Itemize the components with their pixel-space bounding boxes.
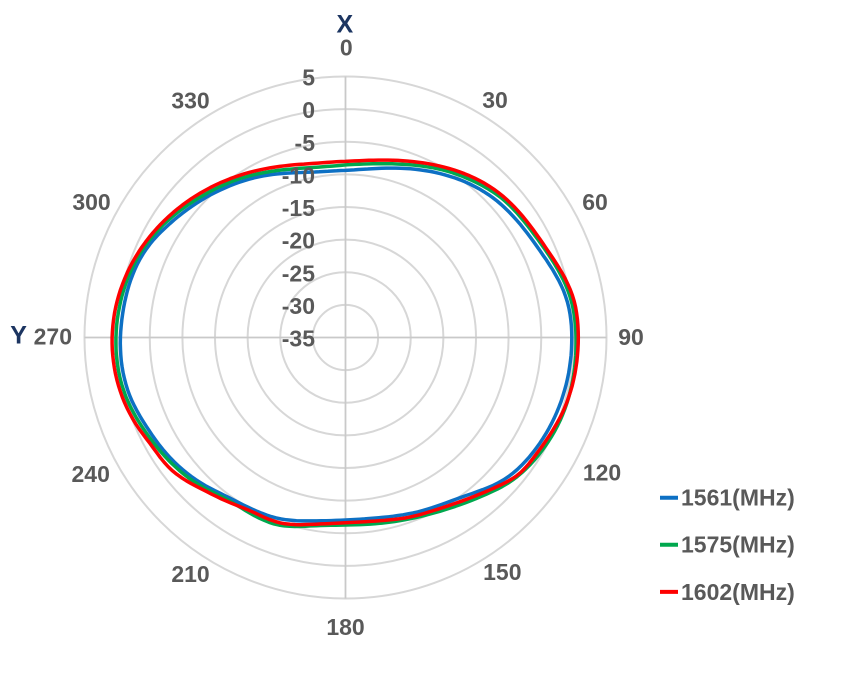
svg-text:X: X bbox=[336, 10, 353, 38]
svg-text:-10: -10 bbox=[282, 162, 315, 188]
svg-text:-15: -15 bbox=[282, 195, 315, 221]
svg-text:-20: -20 bbox=[282, 228, 315, 254]
svg-text:1575(MHz): 1575(MHz) bbox=[681, 532, 795, 558]
svg-text:150: 150 bbox=[483, 559, 521, 585]
svg-text:60: 60 bbox=[582, 189, 608, 215]
svg-text:-5: -5 bbox=[295, 130, 316, 156]
svg-text:330: 330 bbox=[171, 88, 209, 114]
svg-text:240: 240 bbox=[72, 461, 110, 487]
svg-text:210: 210 bbox=[171, 561, 209, 587]
svg-text:300: 300 bbox=[72, 189, 110, 215]
svg-text:1602(MHz): 1602(MHz) bbox=[681, 579, 795, 605]
svg-text:180: 180 bbox=[326, 614, 364, 640]
svg-text:0: 0 bbox=[302, 97, 315, 123]
svg-text:270: 270 bbox=[34, 323, 72, 349]
svg-text:5: 5 bbox=[302, 65, 315, 91]
svg-text:Y: Y bbox=[10, 322, 27, 350]
svg-text:-35: -35 bbox=[282, 326, 315, 352]
svg-text:-25: -25 bbox=[282, 260, 315, 286]
svg-text:90: 90 bbox=[618, 324, 644, 350]
svg-text:120: 120 bbox=[583, 459, 621, 485]
svg-text:30: 30 bbox=[482, 87, 508, 113]
svg-text:1561(MHz): 1561(MHz) bbox=[681, 485, 795, 511]
svg-text:0: 0 bbox=[340, 35, 353, 61]
svg-text:-30: -30 bbox=[282, 293, 315, 319]
